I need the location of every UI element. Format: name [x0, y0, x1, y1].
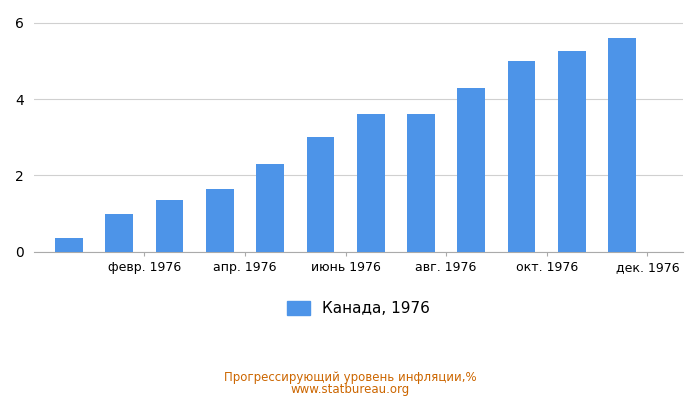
- Bar: [105, 214, 133, 252]
- Bar: [458, 88, 485, 252]
- Legend: Канада, 1976: Канада, 1976: [281, 295, 435, 322]
- Bar: [55, 238, 83, 252]
- Text: Прогрессирующий уровень инфляции,%: Прогрессирующий уровень инфляции,%: [224, 372, 476, 384]
- Bar: [608, 38, 636, 252]
- Bar: [155, 200, 183, 252]
- Bar: [206, 189, 234, 252]
- Bar: [407, 114, 435, 252]
- Text: www.statbureau.org: www.statbureau.org: [290, 384, 410, 396]
- Bar: [558, 51, 586, 252]
- Bar: [307, 137, 334, 252]
- Bar: [508, 61, 536, 252]
- Bar: [357, 114, 384, 252]
- Bar: [256, 164, 284, 252]
